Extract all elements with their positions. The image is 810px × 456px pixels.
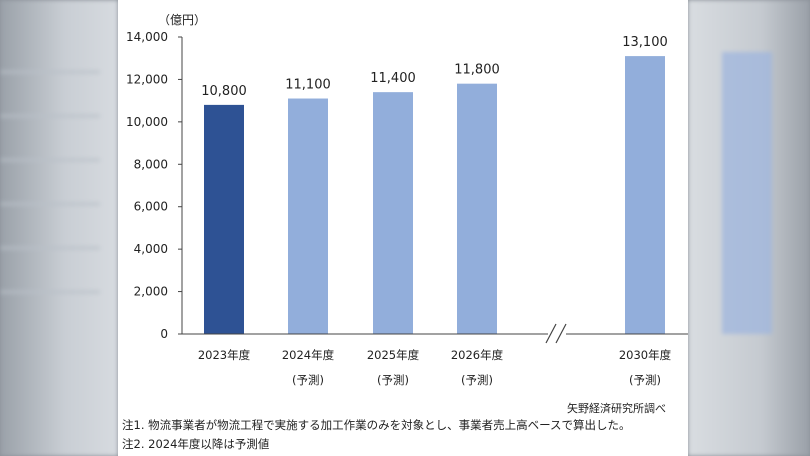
x-axis: 2023年度 2024年度 (予測) 2025年度 (予測) 2026年度 (予測) 2030… [182, 333, 688, 387]
y-tick-label: 2,000 [134, 285, 168, 299]
data-label: 10,800 [201, 84, 247, 99]
bar-2030年度 [625, 56, 665, 334]
bar-2026年度 [457, 83, 497, 335]
y-tick-label: 14,000 [126, 30, 168, 44]
background-blur-lines [0, 30, 100, 330]
bar-2023年度 [204, 104, 244, 334]
footnote-2: 注2. 2024年度以降は予測値 [122, 437, 270, 451]
axis-break-stroke [545, 323, 557, 344]
bar-2024年度 [288, 98, 328, 335]
data-label: 13,100 [622, 35, 668, 50]
y-tick-label: 4,000 [134, 242, 168, 256]
source-note: 矢野経済研究所調べ [567, 402, 666, 415]
y-tick-label: 10,000 [126, 115, 168, 129]
x-category-sublabel: (予測) [461, 373, 493, 387]
y-tick-label: 0 [160, 327, 168, 341]
y-axis-unit-label: （億円） [158, 13, 206, 27]
x-category-label: 2023年度 [198, 348, 251, 362]
x-category-label: 2030年度 [619, 348, 672, 362]
data-label: 11,400 [370, 71, 416, 86]
background-right [688, 0, 810, 456]
x-category-sublabel: (予測) [377, 373, 409, 387]
y-axis: 0 2,000 4,000 6,000 8,000 10,000 12,000 14,000 [126, 30, 183, 341]
axis-break-mark [545, 323, 567, 344]
x-category-label: 2026年度 [451, 348, 504, 362]
background-ghost-bar [722, 52, 772, 334]
y-tick-label: 6,000 [134, 200, 168, 214]
x-category-label: 2024年度 [282, 348, 335, 362]
x-category-sublabel: (予測) [292, 373, 324, 387]
x-category-label: 2025年度 [367, 348, 420, 362]
y-tick-label: 12,000 [126, 72, 168, 86]
axis-break-stroke [555, 323, 567, 344]
data-label: 11,800 [454, 63, 500, 78]
y-tick-label: 8,000 [134, 157, 168, 171]
bar-2025年度 [373, 92, 413, 335]
footnote-1: 注1. 物流事業者が物流工程で実施する加工作業のみを対象とし、事業者売上高ベース… [122, 418, 631, 432]
bars: 10,800 11,100 11,400 11,800 13,100 [201, 35, 668, 335]
background-left [0, 0, 118, 456]
data-label: 11,100 [285, 78, 331, 93]
x-category-sublabel: (予測) [629, 373, 661, 387]
